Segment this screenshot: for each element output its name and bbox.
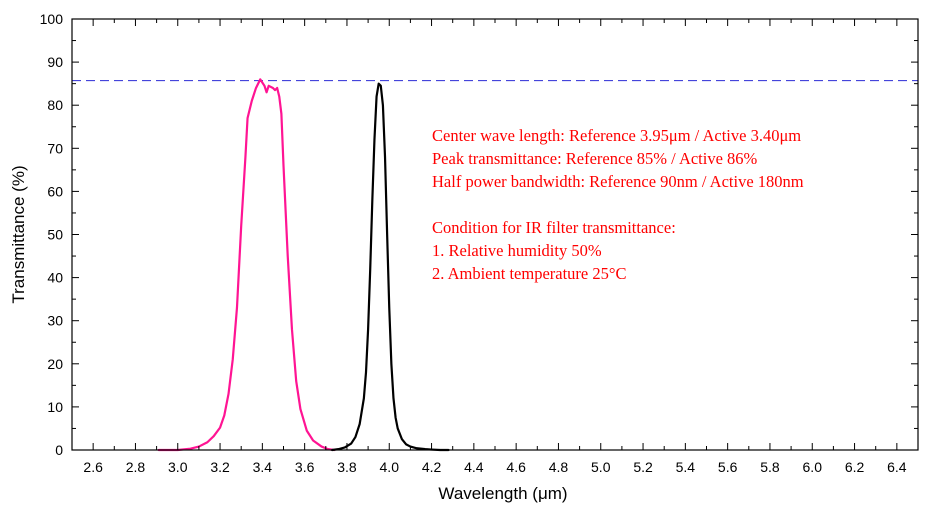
x-tick-label: 4.4	[464, 459, 484, 475]
x-tick-label: 6.2	[845, 459, 865, 475]
annotation-line: 1. Relative humidity 50%	[432, 241, 602, 260]
x-tick-label: 5.8	[760, 459, 780, 475]
y-tick-label: 40	[47, 270, 63, 286]
annotation-line: Condition for IR filter transmittance:	[432, 218, 676, 237]
series-line-1	[157, 78, 336, 452]
annotation-line: Peak transmittance: Reference 85% / Acti…	[432, 149, 758, 168]
y-tick-label: 70	[47, 140, 63, 156]
x-tick-label: 2.8	[126, 459, 146, 475]
x-tick-label: 6.0	[803, 459, 823, 475]
y-tick-label: 10	[47, 399, 63, 415]
annotation-line: Half power bandwidth: Reference 90nm / A…	[432, 172, 804, 191]
x-tick-label: 4.0	[380, 459, 400, 475]
x-tick-label: 3.0	[168, 459, 188, 475]
y-tick-label: 0	[55, 442, 63, 458]
x-tick-label: 2.6	[83, 459, 103, 475]
y-tick-label: 100	[40, 11, 64, 27]
y-tick-label: 20	[47, 356, 63, 372]
y-tick-label: 30	[47, 313, 63, 329]
annotation-line: 2. Ambient temperature 25°C	[432, 264, 626, 283]
y-axis-title: Transmittance (%)	[9, 165, 28, 303]
annotation-line: Center wave length: Reference 3.95μm / A…	[432, 126, 801, 145]
y-tick-label: 80	[47, 97, 63, 113]
y-tick-label: 90	[47, 54, 63, 70]
x-tick-label: 3.4	[253, 459, 273, 475]
x-tick-label: 3.6	[295, 459, 315, 475]
x-tick-label: 3.2	[210, 459, 230, 475]
x-tick-label: 6.4	[887, 459, 907, 475]
x-tick-label: 5.2	[633, 459, 653, 475]
x-tick-label: 5.4	[676, 459, 696, 475]
x-axis-title: Wavelength (μm)	[438, 484, 567, 503]
y-tick-label: 60	[47, 183, 63, 199]
y-tick-label: 50	[47, 227, 63, 243]
x-tick-label: 4.2	[422, 459, 442, 475]
x-tick-label: 4.8	[549, 459, 569, 475]
x-tick-label: 5.0	[591, 459, 611, 475]
x-tick-label: 4.6	[506, 459, 526, 475]
x-tick-label: 3.8	[337, 459, 357, 475]
x-tick-label: 5.6	[718, 459, 738, 475]
